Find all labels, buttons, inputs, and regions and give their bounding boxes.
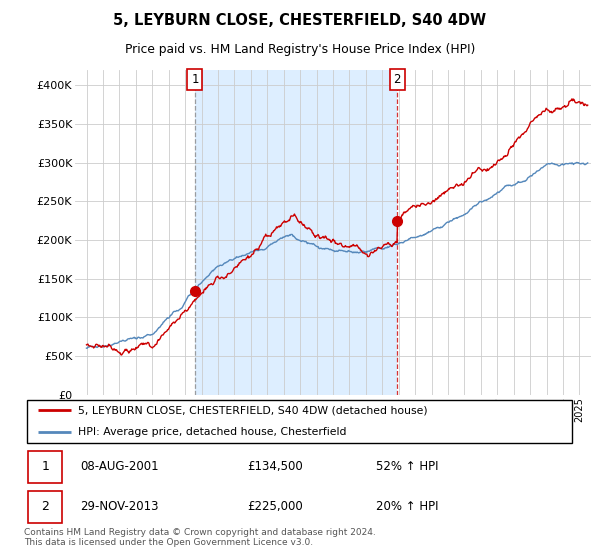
Text: 20% ↑ HPI: 20% ↑ HPI — [376, 501, 438, 514]
Text: 1: 1 — [41, 460, 49, 473]
Text: 5, LEYBURN CLOSE, CHESTERFIELD, S40 4DW (detached house): 5, LEYBURN CLOSE, CHESTERFIELD, S40 4DW … — [78, 405, 428, 416]
Text: 5, LEYBURN CLOSE, CHESTERFIELD, S40 4DW: 5, LEYBURN CLOSE, CHESTERFIELD, S40 4DW — [113, 13, 487, 27]
Text: Contains HM Land Registry data © Crown copyright and database right 2024.
This d: Contains HM Land Registry data © Crown c… — [24, 528, 376, 547]
FancyBboxPatch shape — [28, 451, 62, 483]
FancyBboxPatch shape — [27, 399, 572, 444]
Text: 2: 2 — [394, 73, 401, 86]
Bar — [195, 70, 397, 395]
Text: £134,500: £134,500 — [247, 460, 303, 473]
Text: 29-NOV-2013: 29-NOV-2013 — [80, 501, 158, 514]
Text: 08-AUG-2001: 08-AUG-2001 — [80, 460, 158, 473]
FancyBboxPatch shape — [28, 491, 62, 523]
Text: 1: 1 — [191, 73, 199, 86]
Text: 52% ↑ HPI: 52% ↑ HPI — [376, 460, 438, 473]
Text: 2: 2 — [41, 501, 49, 514]
Text: £225,000: £225,000 — [247, 501, 303, 514]
Text: Price paid vs. HM Land Registry's House Price Index (HPI): Price paid vs. HM Land Registry's House … — [125, 44, 475, 57]
Text: HPI: Average price, detached house, Chesterfield: HPI: Average price, detached house, Ches… — [78, 427, 347, 437]
